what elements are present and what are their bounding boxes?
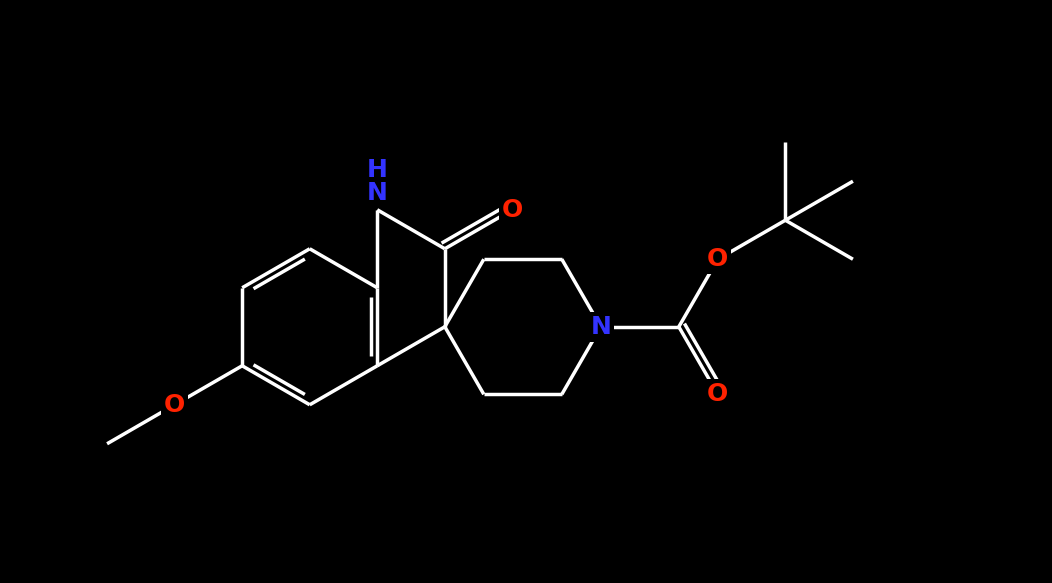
- Text: O: O: [707, 382, 728, 406]
- Text: N: N: [590, 315, 611, 339]
- Text: O: O: [164, 393, 185, 417]
- Text: H: H: [367, 158, 388, 182]
- Text: O: O: [502, 198, 523, 222]
- Text: O: O: [707, 247, 728, 271]
- Text: N: N: [367, 181, 388, 205]
